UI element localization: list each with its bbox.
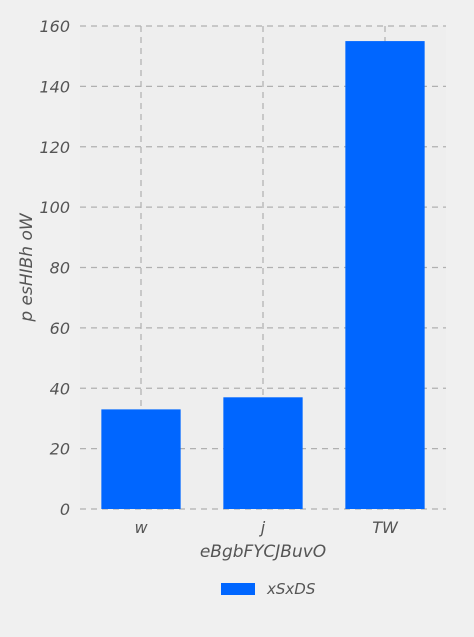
y-tick-label: 60 xyxy=(50,319,70,338)
legend-label: xSxDS xyxy=(266,580,316,598)
y-tick-label: 120 xyxy=(39,138,70,157)
y-tick-label: 100 xyxy=(39,198,70,217)
legend: xSxDS xyxy=(221,580,316,598)
x-tick-label: j xyxy=(259,518,266,537)
y-tick-label: 20 xyxy=(50,440,70,459)
bars xyxy=(101,41,425,509)
x-tick-label: w xyxy=(134,518,148,537)
y-tick-label: 0 xyxy=(60,500,70,519)
bar-TW xyxy=(345,41,425,509)
bar-w xyxy=(101,409,181,509)
y-tick-label: 40 xyxy=(50,379,70,398)
x-axis-label: eBgbFYCJBuvO xyxy=(200,542,326,562)
x-axis-ticks: w j TW xyxy=(134,518,399,537)
legend-swatch xyxy=(221,583,255,595)
y-axis-ticks: 0 20 40 60 80 100 120 140 160 xyxy=(39,17,70,519)
x-tick-label: TW xyxy=(372,518,399,537)
bar-j xyxy=(223,397,303,509)
y-axis-label: p esHIBh oW xyxy=(17,212,37,323)
y-tick-label: 80 xyxy=(50,259,70,278)
y-tick-label: 160 xyxy=(39,17,70,36)
y-tick-label: 140 xyxy=(39,77,70,96)
